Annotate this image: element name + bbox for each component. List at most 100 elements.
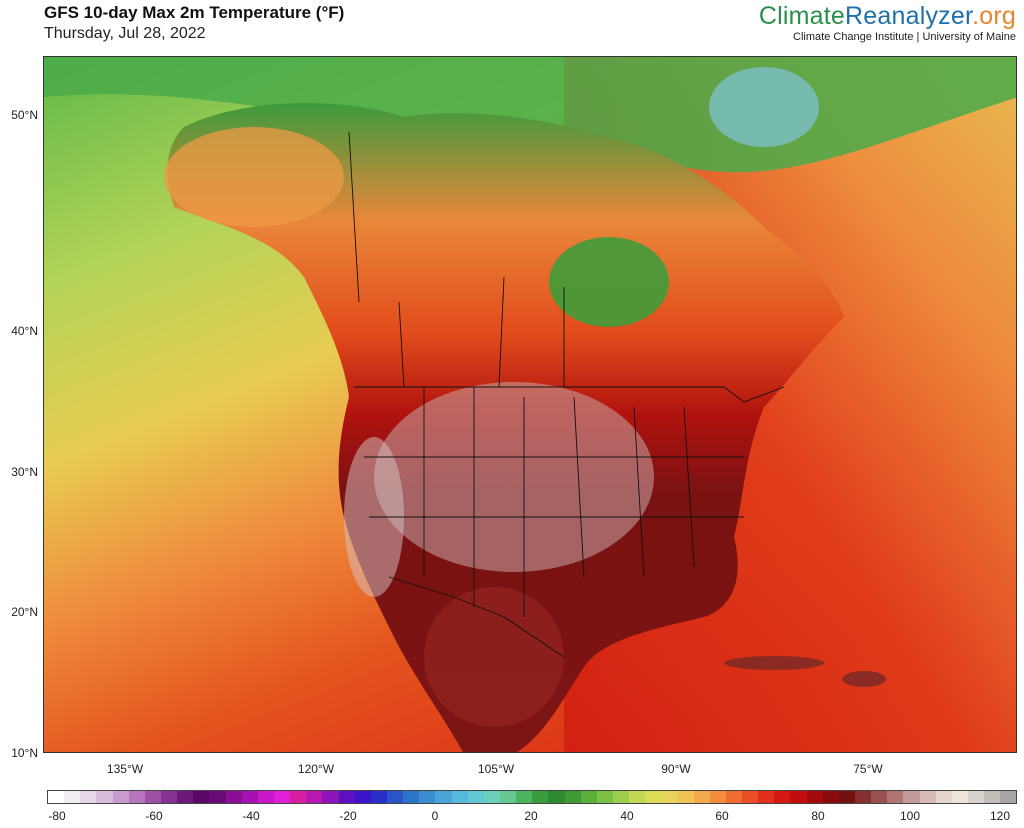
state-border [573, 396, 585, 578]
colorbar-swatch [822, 791, 839, 803]
colorbar-swatch [467, 791, 484, 803]
lon-label: 120°W [297, 762, 335, 776]
colorbar-swatch [290, 791, 307, 803]
colorbar-swatch [790, 791, 807, 803]
colorbar-swatch [483, 791, 500, 803]
colorbar-swatch [855, 791, 872, 803]
brand-name-part3: .org [972, 2, 1016, 30]
colorbar-swatch [96, 791, 113, 803]
colorbar-label: 80 [811, 809, 825, 823]
province-border [498, 276, 505, 388]
colorbar-label: -40 [242, 809, 260, 823]
colorbar-swatch [451, 791, 468, 803]
colorbar-swatch [160, 791, 178, 803]
brand-subtitle: Climate Change Institute | University of… [793, 31, 1016, 43]
colorbar-swatch [774, 791, 791, 803]
lat-label: 40°N [11, 324, 38, 338]
colorbar-label: -80 [48, 809, 66, 823]
colorbar-label: 100 [899, 809, 921, 823]
lat-label: 50°N [11, 108, 38, 122]
canada-us-border [354, 386, 785, 403]
map-canvas [44, 57, 1016, 752]
colorbar-label: 0 [431, 809, 439, 823]
colorbar-swatch [128, 791, 145, 803]
colorbar-swatch [596, 791, 613, 803]
canada-alaska-border [348, 131, 360, 303]
colorbar-swatch [919, 791, 936, 803]
colorbar-swatch [709, 791, 726, 803]
colorbar-swatch [645, 791, 662, 803]
colorbar-swatch [580, 791, 597, 803]
lon-label: 75°W [853, 762, 883, 776]
colorbar-swatch [403, 791, 420, 803]
colorbar-swatch [48, 791, 65, 803]
lon-label: 135°W [106, 762, 144, 776]
mexico-region [424, 587, 564, 727]
colorbar-swatch [548, 791, 565, 803]
colorbar-swatch [112, 791, 129, 803]
us-mexico-border [388, 576, 565, 658]
colorbar-swatch [838, 791, 856, 803]
colorbar-swatch [64, 791, 81, 803]
political-boundaries [348, 131, 785, 658]
state-border [633, 406, 645, 578]
colorbar-label: 120 [989, 809, 1011, 823]
colorbar-swatch [419, 791, 436, 803]
greenland-ice [709, 67, 819, 147]
state-border [683, 406, 695, 568]
colorbar-swatch [1000, 791, 1017, 803]
colorbar-swatch [725, 791, 743, 803]
colorbar-swatch [693, 791, 710, 803]
colorbar-swatch [177, 791, 194, 803]
colorbar-label: 60 [715, 809, 729, 823]
colorbar-label: -60 [145, 809, 163, 823]
hispaniola-island [842, 671, 886, 687]
colorbar-swatch [257, 791, 274, 803]
colorbar [47, 790, 1017, 804]
colorbar-swatch [677, 791, 694, 803]
colorbar-swatch [984, 791, 1001, 803]
colorbar-swatch [871, 791, 888, 803]
colorbar-swatch [564, 791, 581, 803]
colorbar-label: 20 [524, 809, 538, 823]
colorbar-label: -20 [339, 809, 357, 823]
colorbar-swatch [532, 791, 549, 803]
brand-block: ClimateReanalyzer.org Climate Change Ins… [759, 2, 1016, 43]
colorbar-swatch [193, 791, 210, 803]
colorbar-label: 40 [620, 809, 634, 823]
cuba-island [724, 656, 824, 670]
brand-logo[interactable]: ClimateReanalyzer.org [759, 2, 1016, 30]
lat-label: 30°N [11, 465, 38, 479]
colorbar-swatch [370, 791, 387, 803]
colorbar-swatch [354, 791, 371, 803]
colorbar-swatch [887, 791, 904, 803]
colorbar-swatch [661, 791, 678, 803]
lon-label: 105°W [477, 762, 515, 776]
colorbar-swatch [951, 791, 969, 803]
lat-label: 10°N [11, 746, 38, 760]
colorbar-swatch [338, 791, 355, 803]
lon-label: 90°W [661, 762, 691, 776]
alaska-region [164, 127, 344, 227]
colorbar-swatch [386, 791, 404, 803]
colorbar-swatch [968, 791, 985, 803]
colorbar-swatch [903, 791, 920, 803]
colorbar-swatch [241, 791, 258, 803]
colorbar-swatch [758, 791, 775, 803]
colorbar-swatch [516, 791, 533, 803]
brand-name-part2: Reanalyzer [845, 2, 973, 30]
colorbar-swatch [273, 791, 291, 803]
colorbar-swatch [629, 791, 646, 803]
colorbar-swatch [322, 791, 339, 803]
colorbar-swatch [612, 791, 630, 803]
colorbar-swatch [225, 791, 242, 803]
colorbar-swatch [306, 791, 323, 803]
colorbar-swatch [935, 791, 952, 803]
temperature-map [43, 56, 1017, 753]
colorbar-swatch [80, 791, 97, 803]
colorbar-swatch [499, 791, 517, 803]
colorbar-swatch [435, 791, 452, 803]
colorbar-swatch [144, 791, 161, 803]
colorbar-swatch [742, 791, 759, 803]
map-title: GFS 10-day Max 2m Temperature (°F) [44, 3, 345, 22]
